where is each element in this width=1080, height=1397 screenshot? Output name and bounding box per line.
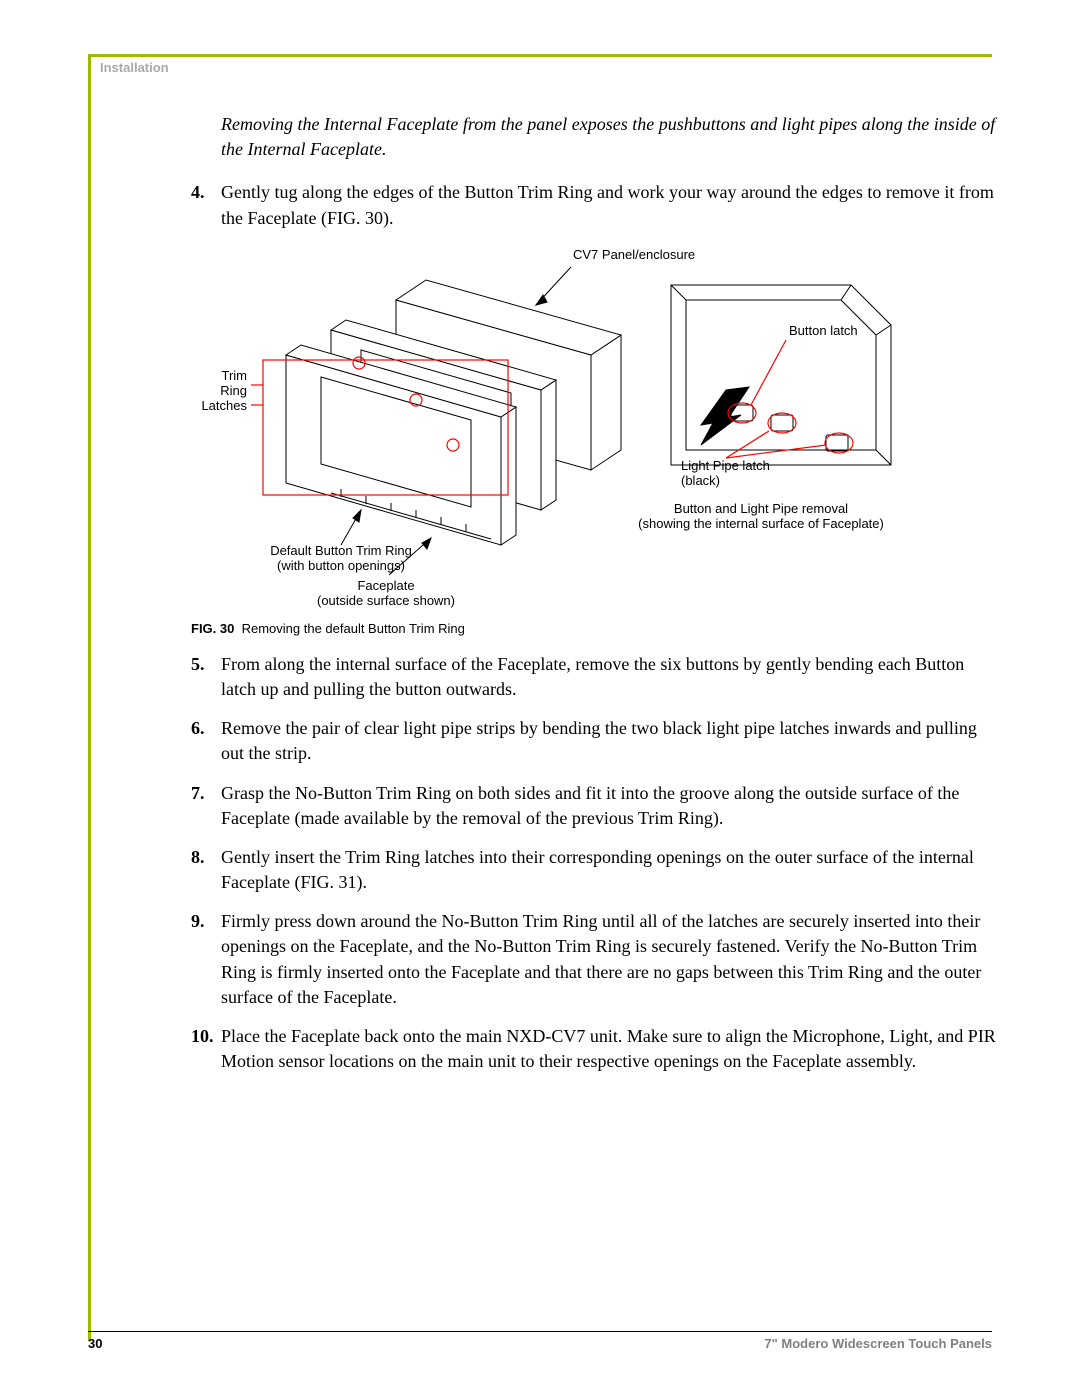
steps-before-figure: 4. Gently tug along the edges of the But… (191, 180, 1001, 230)
step-text: From along the internal surface of the F… (221, 652, 1001, 702)
figure-diagram: Trim Ring Latches CV7 Panel/enclosure De… (191, 245, 991, 615)
label-light-pipe-2: (black) (681, 473, 720, 488)
step-text: Place the Faceplate back onto the main N… (221, 1024, 1001, 1074)
figure-caption-label: FIG. 30 (191, 621, 234, 636)
page-number: 30 (88, 1336, 102, 1351)
side-rule (88, 54, 91, 1341)
step-item: 8. Gently insert the Trim Ring latches i… (191, 845, 1001, 895)
step-text: Remove the pair of clear light pipe stri… (221, 716, 1001, 766)
page: Installation Removing the Internal Facep… (0, 0, 1080, 1397)
step-item: 7. Grasp the No-Button Trim Ring on both… (191, 781, 1001, 831)
section-header: Installation (100, 60, 169, 75)
top-rule (88, 54, 992, 57)
figure-30: Trim Ring Latches CV7 Panel/enclosure De… (191, 245, 1001, 636)
step-number: 6. (191, 716, 221, 766)
label-default-trim-2: (with button openings) (277, 558, 405, 573)
step-item: 4. Gently tug along the edges of the But… (191, 180, 1001, 230)
step-item: 10. Place the Faceplate back onto the ma… (191, 1024, 1001, 1074)
footer-title: 7" Modero Widescreen Touch Panels (764, 1336, 992, 1351)
figure-caption: FIG. 30 Removing the default Button Trim… (191, 621, 1001, 636)
step-number: 7. (191, 781, 221, 831)
content: Removing the Internal Faceplate from the… (191, 112, 1001, 1088)
step-number: 4. (191, 180, 221, 230)
label-button-latch: Button latch (789, 323, 858, 338)
step-item: 9. Firmly press down around the No-Butto… (191, 909, 1001, 1010)
step-item: 6. Remove the pair of clear light pipe s… (191, 716, 1001, 766)
step-number: 5. (191, 652, 221, 702)
step-number: 9. (191, 909, 221, 1010)
label-detail-2: (showing the internal surface of Facepla… (638, 516, 884, 531)
step-text: Gently insert the Trim Ring latches into… (221, 845, 1001, 895)
step-text: Gently tug along the edges of the Button… (221, 180, 1001, 230)
label-faceplate-2: (outside surface shown) (317, 593, 455, 608)
label-trim-ring-latches-3: Latches (201, 398, 247, 413)
steps-after-figure: 5. From along the internal surface of th… (191, 652, 1001, 1075)
step-number: 10. (191, 1024, 221, 1074)
step-item: 5. From along the internal surface of th… (191, 652, 1001, 702)
label-light-pipe-1: Light Pipe latch (681, 458, 770, 473)
label-detail-1: Button and Light Pipe removal (674, 501, 848, 516)
label-faceplate-1: Faceplate (357, 578, 414, 593)
label-trim-ring-latches-1: Trim (221, 368, 247, 383)
step-number: 8. (191, 845, 221, 895)
label-default-trim-1: Default Button Trim Ring (270, 543, 412, 558)
step-text: Grasp the No-Button Trim Ring on both si… (221, 781, 1001, 831)
label-cv7: CV7 Panel/enclosure (573, 247, 695, 262)
intro-text: Removing the Internal Faceplate from the… (221, 112, 1001, 162)
footer: 30 7" Modero Widescreen Touch Panels (88, 1331, 992, 1351)
step-text: Firmly press down around the No-Button T… (221, 909, 1001, 1010)
label-trim-ring-latches-2: Ring (220, 383, 247, 398)
figure-caption-text: Removing the default Button Trim Ring (242, 621, 465, 636)
